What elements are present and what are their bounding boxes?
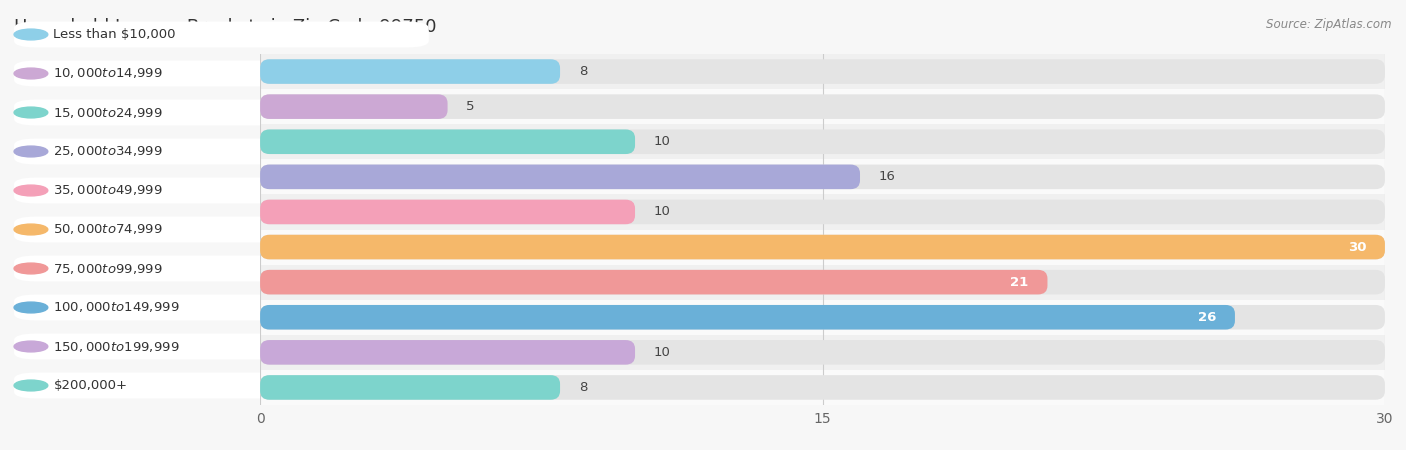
Circle shape bbox=[14, 68, 48, 79]
Text: $25,000 to $34,999: $25,000 to $34,999 bbox=[53, 144, 163, 158]
Bar bbox=[260, 265, 1385, 300]
FancyBboxPatch shape bbox=[260, 270, 1385, 294]
Text: $50,000 to $74,999: $50,000 to $74,999 bbox=[53, 222, 163, 237]
Circle shape bbox=[14, 380, 48, 391]
Circle shape bbox=[14, 302, 48, 313]
Text: 21: 21 bbox=[1011, 276, 1029, 288]
Bar bbox=[260, 89, 1385, 124]
Text: 16: 16 bbox=[879, 171, 896, 183]
FancyBboxPatch shape bbox=[260, 305, 1234, 329]
Circle shape bbox=[14, 185, 48, 196]
FancyBboxPatch shape bbox=[260, 59, 560, 84]
Text: Household Income Brackets in Zip Code 99750: Household Income Brackets in Zip Code 99… bbox=[14, 18, 436, 36]
FancyBboxPatch shape bbox=[14, 61, 429, 86]
FancyBboxPatch shape bbox=[14, 256, 429, 281]
FancyBboxPatch shape bbox=[260, 165, 1385, 189]
Bar bbox=[260, 335, 1385, 370]
Text: 5: 5 bbox=[467, 100, 475, 113]
Text: $15,000 to $24,999: $15,000 to $24,999 bbox=[53, 105, 163, 120]
Circle shape bbox=[14, 107, 48, 118]
Text: $100,000 to $149,999: $100,000 to $149,999 bbox=[53, 301, 180, 315]
Text: Source: ZipAtlas.com: Source: ZipAtlas.com bbox=[1267, 18, 1392, 31]
FancyBboxPatch shape bbox=[260, 130, 636, 154]
Text: 10: 10 bbox=[654, 346, 671, 359]
Text: 10: 10 bbox=[654, 135, 671, 148]
FancyBboxPatch shape bbox=[260, 94, 1385, 119]
Text: 8: 8 bbox=[579, 381, 588, 394]
Bar bbox=[260, 194, 1385, 230]
Bar bbox=[260, 370, 1385, 405]
FancyBboxPatch shape bbox=[260, 305, 1385, 329]
FancyBboxPatch shape bbox=[260, 59, 1385, 84]
FancyBboxPatch shape bbox=[14, 333, 429, 360]
Text: $10,000 to $14,999: $10,000 to $14,999 bbox=[53, 67, 163, 81]
FancyBboxPatch shape bbox=[260, 94, 447, 119]
FancyBboxPatch shape bbox=[260, 235, 1385, 259]
Circle shape bbox=[14, 29, 48, 40]
FancyBboxPatch shape bbox=[14, 373, 429, 398]
FancyBboxPatch shape bbox=[14, 22, 429, 47]
Text: 10: 10 bbox=[654, 206, 671, 218]
FancyBboxPatch shape bbox=[260, 340, 636, 364]
Circle shape bbox=[14, 146, 48, 157]
Circle shape bbox=[14, 224, 48, 235]
FancyBboxPatch shape bbox=[260, 130, 1385, 154]
FancyBboxPatch shape bbox=[260, 340, 1385, 364]
FancyBboxPatch shape bbox=[260, 235, 1385, 259]
FancyBboxPatch shape bbox=[14, 99, 429, 126]
FancyBboxPatch shape bbox=[14, 295, 429, 320]
FancyBboxPatch shape bbox=[14, 139, 429, 164]
Text: 26: 26 bbox=[1198, 311, 1216, 324]
Bar bbox=[260, 300, 1385, 335]
Text: Less than $10,000: Less than $10,000 bbox=[53, 28, 176, 41]
FancyBboxPatch shape bbox=[260, 375, 560, 400]
Text: $150,000 to $199,999: $150,000 to $199,999 bbox=[53, 339, 180, 354]
FancyBboxPatch shape bbox=[260, 200, 636, 224]
FancyBboxPatch shape bbox=[260, 375, 1385, 400]
Bar bbox=[260, 54, 1385, 89]
Text: $75,000 to $99,999: $75,000 to $99,999 bbox=[53, 261, 163, 275]
FancyBboxPatch shape bbox=[14, 216, 429, 243]
FancyBboxPatch shape bbox=[260, 270, 1047, 294]
Bar bbox=[260, 159, 1385, 194]
Text: $200,000+: $200,000+ bbox=[53, 379, 128, 392]
FancyBboxPatch shape bbox=[14, 178, 429, 203]
Circle shape bbox=[14, 263, 48, 274]
Bar bbox=[260, 124, 1385, 159]
Text: 8: 8 bbox=[579, 65, 588, 78]
FancyBboxPatch shape bbox=[260, 165, 860, 189]
Text: $35,000 to $49,999: $35,000 to $49,999 bbox=[53, 184, 163, 198]
Bar bbox=[260, 230, 1385, 265]
Text: 30: 30 bbox=[1348, 241, 1367, 253]
Circle shape bbox=[14, 341, 48, 352]
FancyBboxPatch shape bbox=[260, 200, 1385, 224]
